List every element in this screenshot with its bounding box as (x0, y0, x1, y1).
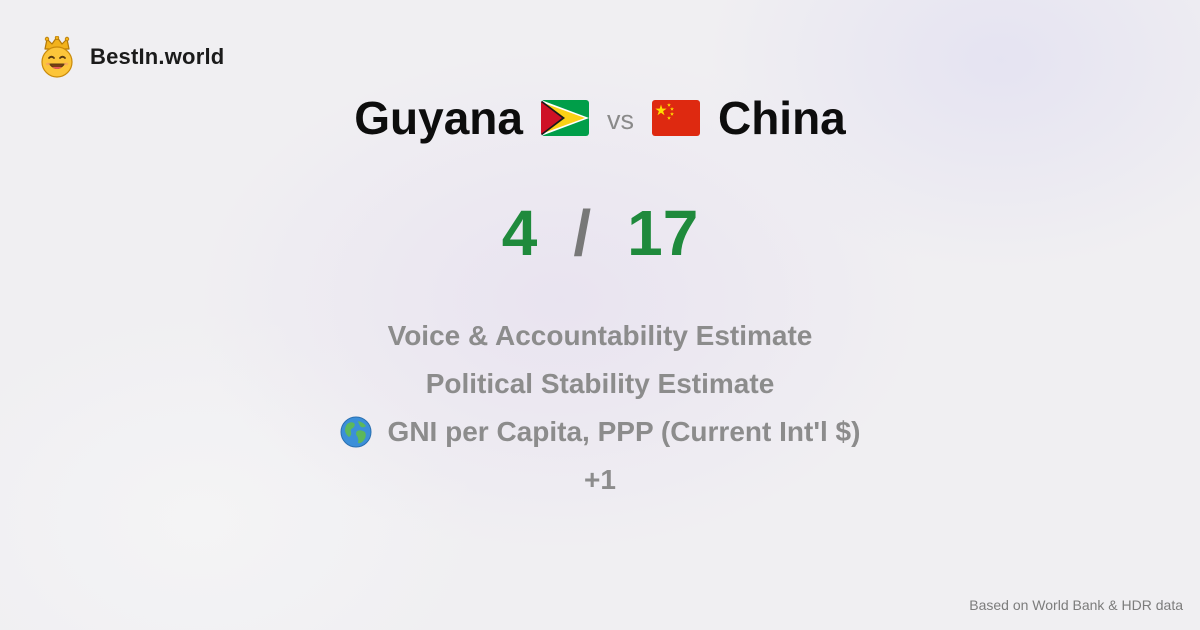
data-source-note: Based on World Bank & HDR data (969, 597, 1183, 613)
score-separator: / (573, 197, 592, 269)
brand-name: BestIn.world (90, 44, 225, 69)
country-b-name[interactable]: China (717, 92, 846, 144)
metric-item: GNI per Capita, PPP (Current Int'l $) (0, 408, 1200, 456)
more-label: +1 (584, 464, 616, 495)
comparison-title: Guyana vs China (0, 88, 1200, 148)
vs-label: vs (606, 104, 634, 135)
metric-label: Voice & Accountability Estimate (387, 320, 813, 351)
crowned-smiley-icon (41, 36, 73, 78)
country-b-score: 17 (627, 197, 699, 269)
metric-item: Political Stability Estimate (0, 360, 1200, 408)
metrics-list: Voice & Accountability Estimate Politica… (0, 312, 1200, 504)
metric-label: Political Stability Estimate (425, 368, 775, 399)
country-a-score: 4 (501, 197, 538, 269)
metric-label: GNI per Capita, PPP (Current Int'l $) (387, 416, 861, 447)
country-a-name[interactable]: Guyana (354, 92, 523, 144)
metric-item: Voice & Accountability Estimate (0, 312, 1200, 360)
brand-header[interactable]: BestIn.world (38, 36, 224, 78)
globe-icon (340, 416, 372, 448)
guyana-flag-icon (540, 100, 589, 136)
china-flag-icon (651, 100, 700, 136)
score-comparison: 4 / 17 (0, 193, 1200, 273)
more-metrics-count[interactable]: +1 (0, 456, 1200, 504)
